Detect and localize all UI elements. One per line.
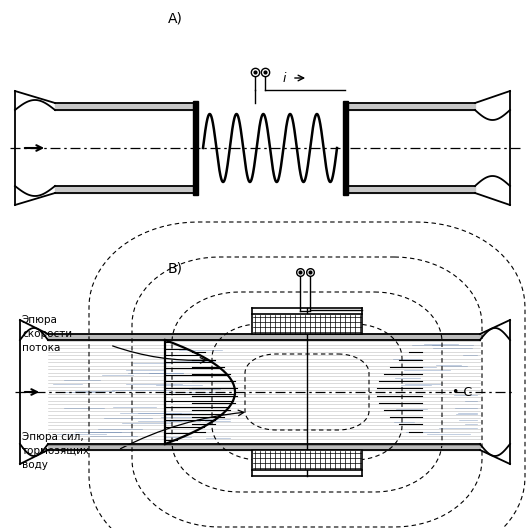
- Text: B): B): [168, 261, 183, 275]
- Bar: [193, 101, 197, 195]
- Text: Эпюра сил,
тормозящих
воду: Эпюра сил, тормозящих воду: [22, 432, 90, 470]
- Text: Эпюра
скорости
потока: Эпюра скорости потока: [22, 315, 72, 353]
- Text: i: i: [283, 71, 287, 84]
- Bar: [252, 314, 362, 334]
- Bar: [343, 101, 347, 195]
- Bar: [252, 450, 362, 470]
- Text: • C: • C: [452, 386, 472, 400]
- Text: A): A): [168, 12, 183, 26]
